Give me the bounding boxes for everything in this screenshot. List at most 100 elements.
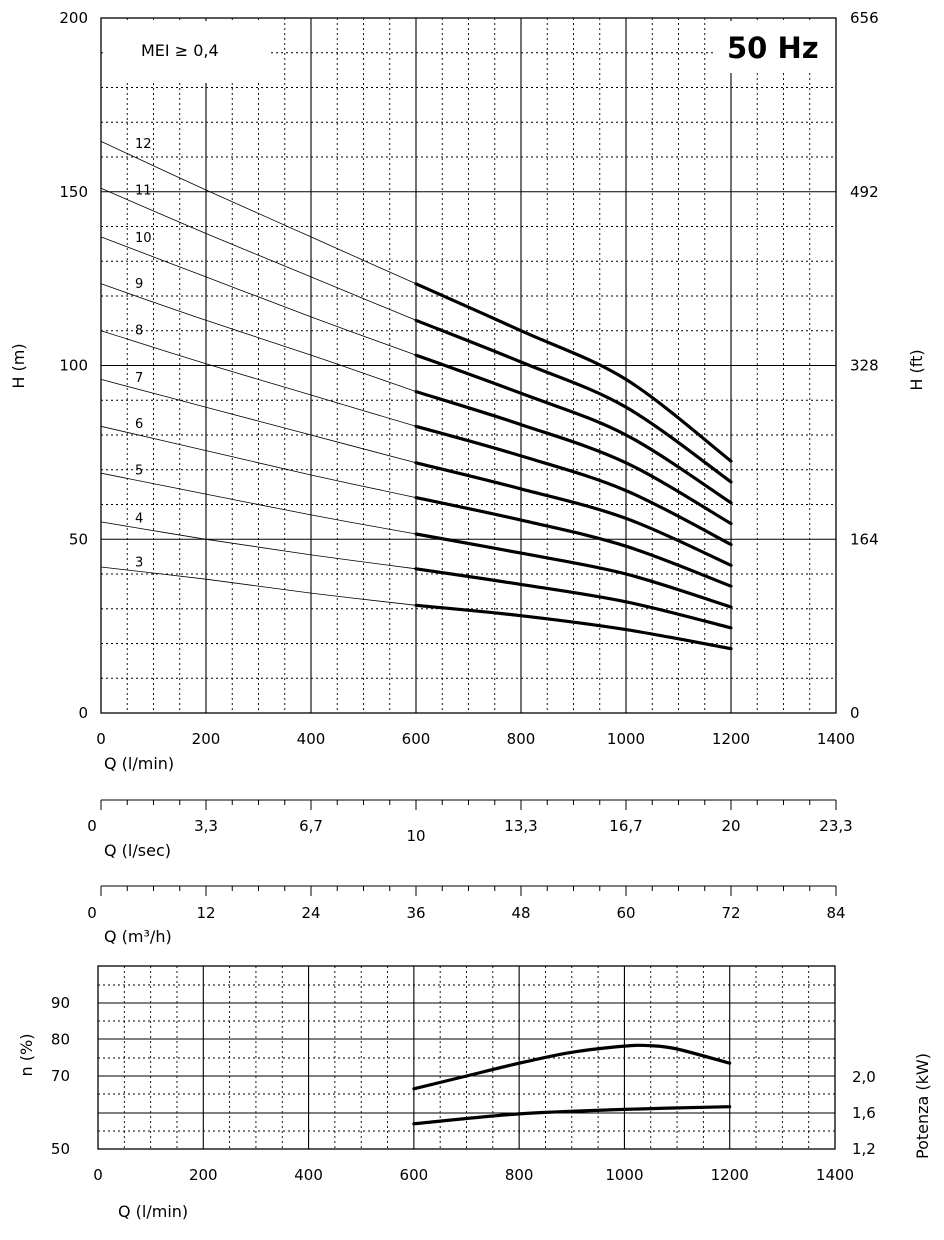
efficiency-x-axis-label: Q (l/min) (118, 1202, 188, 1221)
efficiency-y-tick-labels: 50 70 80 90 (51, 994, 70, 1158)
head-y-tick-150: 150 (59, 183, 88, 201)
flow-lsec-axis-label: Q (l/sec) (104, 841, 171, 860)
mei-annotation: MEI ≥ 0,4 (141, 41, 219, 60)
flow-m3h-tick-0: 0 (87, 904, 97, 922)
head-curve-11-stages (414, 318, 733, 484)
frequency-title: 50 Hz (727, 31, 819, 65)
head-curve-8-stages (414, 424, 733, 547)
flow-lsec-tick-16,7: 16,7 (609, 817, 642, 835)
head-x-tick-400: 400 (297, 730, 326, 748)
head-curve-10-stages-thin (100, 236, 417, 356)
head-curve-6-stages-thin (100, 425, 417, 498)
head-y2-tick-164: 164 (850, 530, 879, 548)
flow-m3h-tick-48: 48 (511, 904, 530, 922)
flow-lsec-axis: 0 3,3 6,7 10 13,3 16,7 20 23,3 (87, 799, 853, 845)
efficiency-x-tick-0: 0 (93, 1166, 103, 1184)
head-chart-frame (100, 17, 837, 714)
head-x-tick-1200: 1200 (712, 730, 750, 748)
efficiency-x-tick-labels: 0 200 400 600 800 1000 1200 1400 (93, 1166, 854, 1184)
stage-label-3: 3 (135, 555, 143, 570)
head-y2-tick-492: 492 (850, 183, 879, 201)
stage-label-12: 12 (135, 137, 152, 152)
stage-label-5: 5 (135, 463, 143, 478)
flow-lsec-tick-3,3: 3,3 (194, 817, 218, 835)
head-curve-12-stages (414, 282, 733, 463)
head-y-axis-label: H (m) (9, 343, 28, 388)
flow-lsec-tick-6,7: 6,7 (299, 817, 323, 835)
head-y2-tick-labels: 0 164 328 492 656 (850, 9, 879, 722)
efficiency-x-tick-1400: 1400 (816, 1166, 854, 1184)
flow-m3h-tick-60: 60 (616, 904, 635, 922)
flow-m3h-tick-36: 36 (406, 904, 425, 922)
flow-lsec-tick-20: 20 (721, 817, 740, 835)
head-y-tick-100: 100 (59, 357, 88, 375)
head-y2-tick-328: 328 (850, 357, 879, 375)
head-x-tick-800: 800 (507, 730, 536, 748)
flow-m3h-tick-12: 12 (196, 904, 215, 922)
head-x-tick-1000: 1000 (607, 730, 645, 748)
head-x-tick-1400: 1400 (817, 730, 855, 748)
head-curves: 3 4 5 6 7 8 9 10 11 12 (100, 137, 733, 651)
flow-lsec-tick-13,3: 13,3 (504, 817, 537, 835)
head-curve-6-stages (414, 496, 733, 588)
efficiency-y-tick-80: 80 (51, 1031, 70, 1049)
head-x-tick-600: 600 (402, 730, 431, 748)
head-x-tick-labels: 0 200 400 600 800 1000 1200 1400 (96, 730, 855, 748)
head-x-tick-0: 0 (96, 730, 106, 748)
flow-m3h-tick-72: 72 (721, 904, 740, 922)
head-y-tick-labels: 0 50 100 150 200 (59, 9, 88, 722)
power-y2-tick-1,6: 1,6 (852, 1104, 876, 1122)
efficiency-y-tick-90: 90 (51, 994, 70, 1012)
efficiency-power-curves (412, 1043, 732, 1126)
power-y2-tick-labels: 1,2 1,6 2,0 (852, 1068, 876, 1158)
efficiency-chart-grid (98, 966, 835, 1149)
power-y2-axis-label: Potenza (kW) (913, 1053, 932, 1159)
head-curve-5-stages (414, 532, 733, 609)
head-y2-axis-label: H (ft) (907, 349, 926, 390)
frequency-label-box (716, 21, 834, 73)
efficiency-x-tick-200: 200 (189, 1166, 218, 1184)
head-curve-9-stages (414, 390, 733, 526)
efficiency-x-tick-800: 800 (505, 1166, 534, 1184)
head-y-tick-50: 50 (69, 530, 88, 548)
head-curve-4-stages (414, 567, 733, 630)
flow-lsec-tick-0: 0 (87, 817, 97, 835)
head-curve-7-stages (414, 461, 733, 567)
head-chart-grid (101, 18, 836, 713)
head-curve-10-stages (414, 353, 733, 505)
head-curve-5-stages-thin (100, 472, 417, 535)
power-y2-tick-2,0: 2,0 (852, 1068, 876, 1086)
stage-label-6: 6 (135, 417, 143, 432)
flow-m3h-axis-label: Q (m³/h) (104, 927, 172, 946)
head-curve-7-stages-thin (100, 379, 417, 464)
head-curve-9-stages-thin (100, 283, 417, 392)
flow-m3h-tick-24: 24 (301, 904, 320, 922)
stage-label-4: 4 (135, 511, 143, 526)
head-x-axis-label: Q (l/min) (104, 754, 174, 773)
efficiency-chart-frame (97, 965, 836, 1150)
stage-label-8: 8 (135, 323, 143, 338)
head-y-tick-200: 200 (59, 9, 88, 27)
efficiency-x-tick-1000: 1000 (605, 1166, 643, 1184)
head-curve-3-stages (414, 603, 733, 651)
efficiency-x-tick-400: 400 (294, 1166, 323, 1184)
head-y2-tick-656: 656 (850, 9, 879, 27)
stage-label-10: 10 (135, 231, 152, 246)
efficiency-x-tick-600: 600 (400, 1166, 429, 1184)
head-y2-tick-0: 0 (850, 704, 860, 722)
head-x-tick-200: 200 (192, 730, 221, 748)
mei-label-box (104, 21, 268, 83)
efficiency-y-axis-label: n (%) (17, 1034, 36, 1077)
head-curve-4-stages-thin (100, 521, 417, 570)
flow-m3h-axis: 0 12 24 36 48 60 72 84 (87, 885, 846, 922)
flow-lsec-tick-23,3: 23,3 (819, 817, 852, 835)
head-curve-11-stages-thin (100, 187, 417, 321)
stage-label-7: 7 (135, 371, 143, 386)
efficiency-curve (412, 1043, 732, 1091)
stage-label-9: 9 (135, 277, 143, 292)
head-curve-8-stages-thin (100, 330, 417, 427)
head-curve-12-stages-thin (100, 141, 417, 285)
head-y-tick-0: 0 (78, 704, 88, 722)
efficiency-x-tick-1200: 1200 (711, 1166, 749, 1184)
